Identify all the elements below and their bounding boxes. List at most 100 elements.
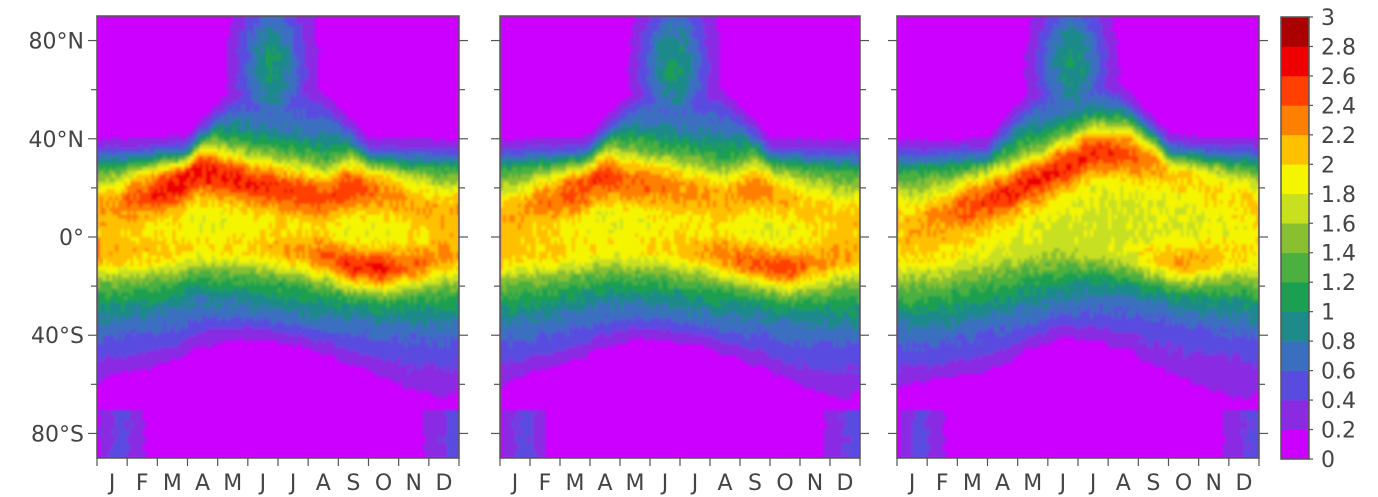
- heat-cell: [154, 196, 158, 201]
- heat-cell: [284, 270, 288, 275]
- heat-cell: [259, 251, 264, 257]
- heat-cell: [235, 229, 240, 234]
- heat-cell: [202, 119, 207, 124]
- heat-cell: [208, 148, 213, 153]
- heat-cell: [232, 56, 237, 61]
- heat-cell: [97, 336, 101, 341]
- heat-cell: [154, 288, 158, 293]
- heat-cell: [166, 225, 170, 231]
- heat-cell: [145, 259, 149, 264]
- heat-cell: [139, 295, 143, 301]
- heat-cell: [287, 60, 291, 65]
- heat-cell: [148, 141, 152, 146]
- heat-cell: [103, 354, 107, 360]
- heat-cell: [169, 222, 174, 227]
- heat-cell: [287, 329, 291, 334]
- heat-cell: [232, 295, 237, 301]
- heat-cell: [238, 23, 243, 28]
- heat-cell: [262, 19, 267, 24]
- heat-cell: [235, 27, 240, 32]
- heat-cell: [169, 211, 174, 216]
- heat-cell: [214, 115, 219, 120]
- heat-cell: [271, 244, 276, 249]
- heat-cell: [187, 137, 192, 142]
- heat-cell: [223, 237, 228, 242]
- heat-cell: [109, 200, 113, 205]
- heat-cell: [121, 288, 125, 293]
- heat-cell: [166, 340, 170, 345]
- heat-cell: [178, 251, 183, 257]
- heat-cell: [136, 163, 140, 168]
- heat-cell: [136, 281, 140, 286]
- heat-cell: [247, 266, 252, 271]
- heat-cell: [199, 181, 204, 187]
- heat-cell: [241, 244, 246, 249]
- heat-cell: [256, 262, 261, 268]
- heat-cell: [214, 178, 219, 183]
- heat-cell: [271, 332, 276, 338]
- heat-cell: [271, 318, 276, 323]
- heat-cell: [281, 192, 285, 198]
- heat-cell: [160, 189, 164, 194]
- heat-cell: [154, 181, 158, 187]
- heat-cell: [190, 141, 195, 146]
- heat-cell: [293, 266, 297, 271]
- heat-cell: [274, 19, 279, 24]
- heat-cell: [223, 97, 228, 102]
- heat-cell: [241, 211, 246, 216]
- heat-cell: [130, 229, 134, 234]
- heat-cell: [262, 211, 267, 216]
- heat-cell: [253, 284, 258, 290]
- heat-cell: [271, 203, 276, 209]
- heat-cell: [253, 222, 258, 227]
- heat-cell: [274, 207, 279, 212]
- heat-cell: [127, 310, 131, 315]
- heat-cell: [124, 203, 128, 209]
- heat-cell: [278, 100, 282, 105]
- heat-cell: [109, 144, 113, 150]
- heat-cell: [250, 259, 255, 264]
- heat-cell: [259, 141, 264, 146]
- heat-cell: [178, 310, 183, 315]
- heat-cell: [130, 222, 134, 227]
- heat-cell: [163, 144, 167, 150]
- heat-cell: [103, 292, 107, 297]
- heat-cell: [115, 365, 119, 371]
- heat-cell: [139, 299, 143, 304]
- heat-cell: [124, 248, 128, 253]
- heat-cell: [202, 329, 207, 334]
- heat-cell: [175, 306, 180, 312]
- heat-cell: [244, 332, 249, 338]
- heat-cell: [226, 255, 231, 260]
- heat-cell: [187, 185, 192, 190]
- heat-cell: [250, 229, 255, 234]
- heat-cell: [184, 152, 189, 157]
- heat-cell: [151, 358, 155, 363]
- heat-cell: [184, 255, 189, 260]
- heat-cell: [106, 417, 110, 422]
- heat-cell: [121, 255, 125, 260]
- heat-cell: [290, 251, 294, 257]
- heat-cell: [253, 237, 258, 242]
- heat-cell: [166, 343, 170, 349]
- heat-cell: [103, 343, 107, 349]
- heat-cell: [281, 41, 285, 47]
- heat-cell: [121, 196, 125, 201]
- heat-cell: [226, 185, 231, 190]
- heat-cell: [217, 218, 222, 223]
- heat-cell: [199, 281, 204, 286]
- heat-cell: [284, 218, 288, 223]
- heat-cell: [281, 262, 285, 268]
- heat-cell: [241, 203, 246, 209]
- heat-cell: [265, 237, 270, 242]
- heat-cell: [274, 192, 279, 198]
- heat-cell: [160, 200, 164, 205]
- heat-cell: [193, 211, 198, 216]
- heat-cell: [265, 74, 270, 80]
- heat-cell: [284, 207, 288, 212]
- heat-cell: [238, 100, 243, 105]
- heat-cell: [214, 321, 219, 326]
- heat-cell: [124, 170, 128, 175]
- heat-cell: [244, 196, 249, 201]
- heat-cell: [175, 244, 180, 249]
